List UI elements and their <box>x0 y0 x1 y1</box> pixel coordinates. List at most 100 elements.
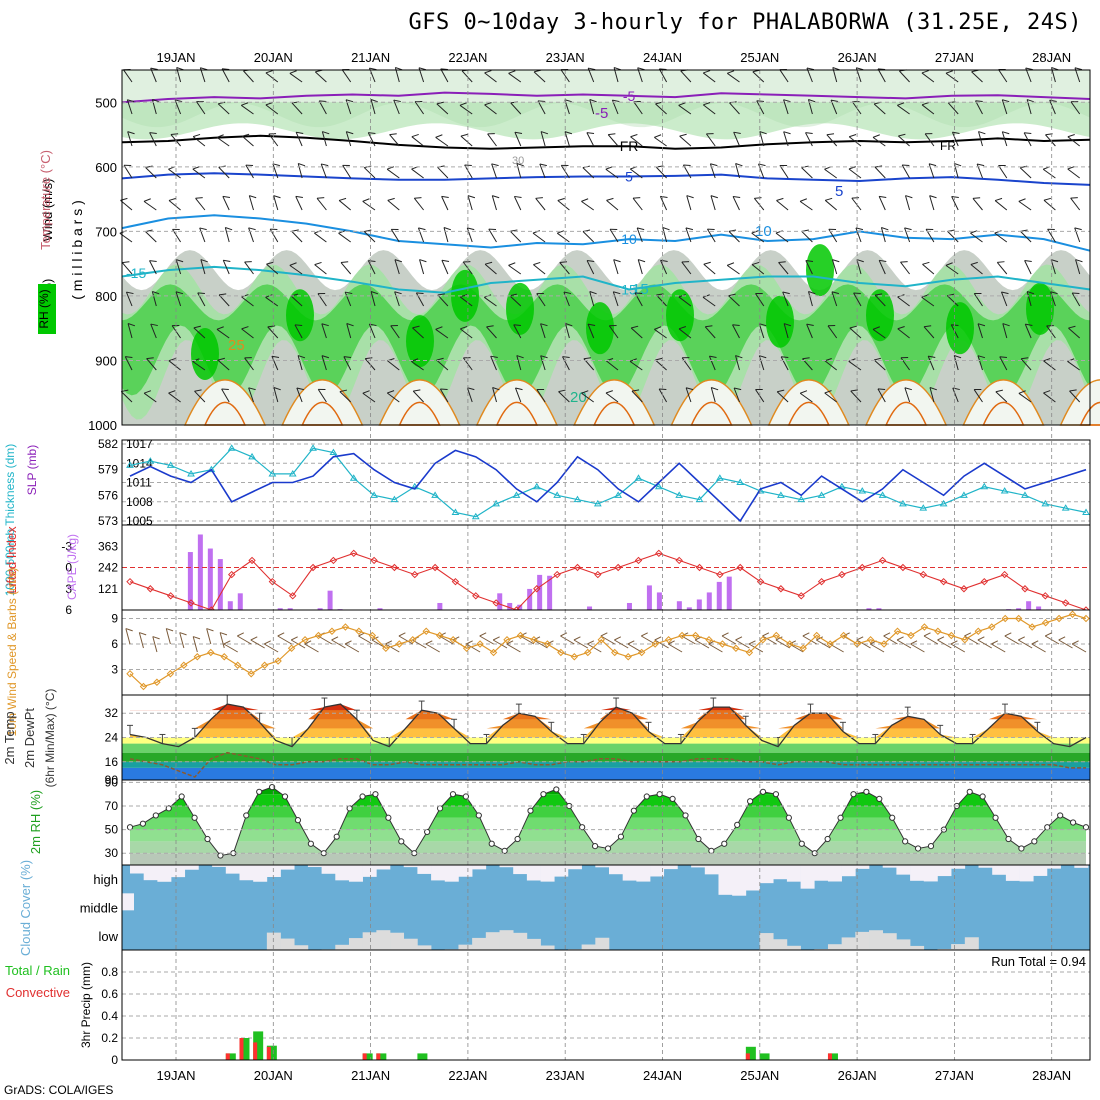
cloud-high-gap <box>212 865 227 867</box>
wind-barb-flag <box>660 195 668 198</box>
wind-barb <box>152 636 160 653</box>
wind-barb-staff <box>149 132 157 147</box>
wind-barb <box>295 195 303 211</box>
wind-barb-staff <box>878 260 886 275</box>
lifted-index-marker <box>634 556 643 565</box>
wind-barb-staff <box>367 132 376 147</box>
wind-barb <box>289 262 303 275</box>
wind-barb <box>488 228 497 243</box>
thickness-marker <box>939 499 948 507</box>
wind-speed-marker <box>166 670 175 678</box>
wind-barb <box>1071 292 1081 307</box>
wind-barb-staff <box>923 326 935 339</box>
cloud-high-gap <box>266 865 281 878</box>
wind-barb-flag <box>710 163 718 167</box>
wind-barb-staff <box>702 72 716 83</box>
rh-marker <box>165 805 172 812</box>
wind-barb-staff <box>996 262 1008 275</box>
cloud-high-gap <box>526 865 541 881</box>
wind-barb-staff <box>608 325 619 339</box>
wind-barb-staff <box>1067 168 1081 179</box>
cloud-high-gap <box>143 865 158 881</box>
wind-barb-flag <box>139 632 147 636</box>
wind-barb-flag <box>368 132 376 134</box>
rh-blob <box>406 315 434 368</box>
wind-barb-flag <box>806 323 814 327</box>
wind-barb-staff <box>874 294 886 307</box>
thickness-marker <box>960 491 968 498</box>
wind-barb-staff <box>459 296 473 307</box>
rh-marker <box>178 793 185 800</box>
wind-barb <box>726 262 740 275</box>
wind-barb <box>459 102 473 115</box>
wind-barb-staff <box>1031 643 1046 653</box>
wind-barb-flag <box>149 260 157 262</box>
wind-barb-staff <box>535 197 546 211</box>
wind-barb <box>702 70 716 83</box>
wind-barb-flag <box>802 357 810 360</box>
thickness-marker <box>695 495 704 503</box>
rh-blob <box>506 282 534 335</box>
wind-barb-staff <box>831 291 838 307</box>
wind-barb <box>250 636 265 649</box>
wind-barb-flag <box>1024 132 1032 134</box>
wind-barb <box>802 632 817 645</box>
wind-barb-flag <box>613 291 621 295</box>
wind-barb <box>146 357 157 371</box>
wind-barb-flag <box>951 196 959 198</box>
wind-barb <box>735 355 743 371</box>
wind-barb-staff <box>506 643 521 653</box>
wind-barb-flag <box>659 68 667 70</box>
wind-barb <box>762 632 777 645</box>
thickness-marker <box>1000 487 1009 494</box>
wind-barb-flag <box>660 259 668 263</box>
wind-barb-staff <box>152 636 158 653</box>
wind-barb <box>627 640 642 653</box>
wind-barb-flag <box>945 262 953 266</box>
axis-label-wind: Wind (m/s) <box>40 179 55 242</box>
cloud-low-gap <box>595 937 610 950</box>
wind-barb-flag <box>435 326 443 330</box>
wind-barb <box>272 163 280 179</box>
wind-barb-flag <box>179 632 187 636</box>
wind-barb-flag <box>125 356 133 358</box>
cape-bar <box>537 574 543 610</box>
wind-barb <box>126 99 135 115</box>
wind-barb-flag <box>999 356 1007 358</box>
cloud-high-gap <box>745 865 760 891</box>
precip-total-bar <box>759 1053 770 1060</box>
wind-barb <box>978 131 986 147</box>
wind-barb-staff <box>1067 136 1081 147</box>
wind-barb-staff <box>219 632 225 649</box>
wind-barb-staff <box>394 291 400 307</box>
wind-barb-staff <box>945 264 959 275</box>
cloud-high-gap <box>910 865 925 881</box>
wind-barb-staff <box>678 296 692 307</box>
wind-barb <box>486 325 497 339</box>
wind-speed-marker <box>341 623 350 631</box>
wind-barb <box>872 326 886 339</box>
panel-frames <box>121 69 1091 1061</box>
cloud-low-gap <box>266 932 281 950</box>
wind-barb-flag <box>168 197 177 201</box>
cloud-low-gap <box>937 948 952 950</box>
wind-barb-flag <box>223 640 231 645</box>
wind-barb-flag <box>945 70 953 74</box>
wind-barb-flag <box>974 389 982 391</box>
wind-barb-flag <box>143 390 152 394</box>
wind-barb <box>783 323 792 339</box>
wind-barb <box>779 164 789 179</box>
wind-barb-staff <box>733 131 740 147</box>
axis-label-lifted-index: Lifted Index <box>4 526 19 594</box>
rh-marker <box>191 814 198 821</box>
wind-barb <box>414 101 425 115</box>
wind-barb-staff <box>394 259 400 275</box>
wind-barb-staff <box>872 328 886 339</box>
wind-barb-flag <box>219 632 228 636</box>
wind-barb-staff <box>694 639 710 649</box>
wind-barb-flag <box>558 389 566 393</box>
wind-barb-flag <box>536 293 544 295</box>
cloud-high-gap <box>184 865 199 870</box>
wind-barb <box>199 227 207 243</box>
wind-barb-flag <box>245 164 254 166</box>
